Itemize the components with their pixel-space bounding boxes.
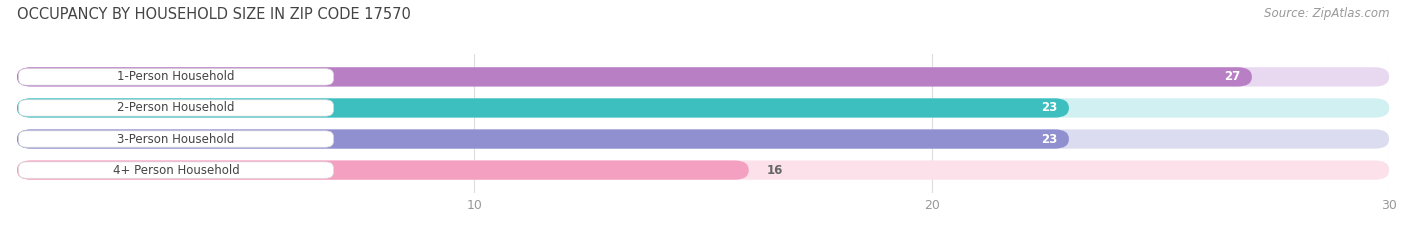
Text: 27: 27	[1225, 70, 1240, 83]
FancyBboxPatch shape	[18, 162, 333, 178]
FancyBboxPatch shape	[18, 100, 333, 116]
FancyBboxPatch shape	[17, 67, 1389, 86]
Text: Source: ZipAtlas.com: Source: ZipAtlas.com	[1264, 7, 1389, 20]
Text: OCCUPANCY BY HOUSEHOLD SIZE IN ZIP CODE 17570: OCCUPANCY BY HOUSEHOLD SIZE IN ZIP CODE …	[17, 7, 411, 22]
FancyBboxPatch shape	[17, 98, 1069, 118]
Text: 23: 23	[1042, 101, 1057, 114]
Text: 16: 16	[768, 164, 783, 177]
FancyBboxPatch shape	[18, 69, 333, 85]
Text: 1-Person Household: 1-Person Household	[117, 70, 235, 83]
Text: 23: 23	[1042, 133, 1057, 146]
FancyBboxPatch shape	[17, 67, 1251, 86]
FancyBboxPatch shape	[17, 129, 1069, 149]
FancyBboxPatch shape	[17, 161, 1389, 180]
FancyBboxPatch shape	[18, 131, 333, 147]
FancyBboxPatch shape	[17, 161, 749, 180]
FancyBboxPatch shape	[17, 98, 1389, 118]
FancyBboxPatch shape	[17, 129, 1389, 149]
Text: 2-Person Household: 2-Person Household	[117, 101, 235, 114]
Text: 3-Person Household: 3-Person Household	[117, 133, 235, 146]
Text: 4+ Person Household: 4+ Person Household	[112, 164, 239, 177]
